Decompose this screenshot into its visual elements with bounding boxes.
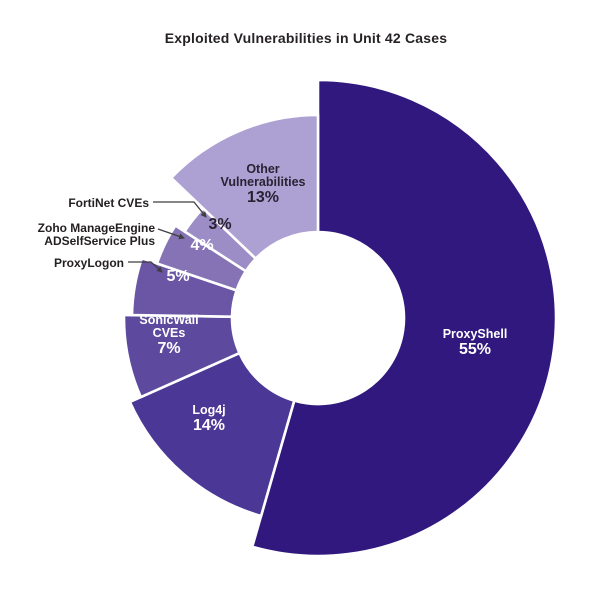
slice-proxylogon: [130, 257, 238, 318]
slice-log4j: [128, 351, 296, 518]
slice-pct-proxyshell: 55%: [459, 341, 491, 358]
slice-proxyshell: [250, 78, 558, 558]
slice-label-zoho-manageengine-adselfservice-plus: 4%: [190, 237, 213, 254]
slice-pct-other-vulnerabilities: 13%: [247, 189, 279, 206]
slice-pct-sonicwall-cves: 7%: [157, 340, 180, 357]
slice-pct-fortinet-cves: 3%: [208, 216, 231, 233]
slice-label-other-vulnerabilities: Other Vulnerabilities 13%: [221, 162, 306, 206]
leader-line-proxylogon: [128, 261, 163, 273]
slice-label-fortinet-cves: 3%: [208, 216, 231, 233]
leader-line-zoho-manageengine-adselfservice-plus: [157, 228, 185, 240]
slice-pct-log4j: 14%: [193, 417, 225, 434]
slice-label-proxyshell: ProxyShell 55%: [443, 327, 508, 358]
slice-sonicwall-cves: [122, 313, 241, 399]
chart-title: Exploited Vulnerabilities in Unit 42 Cas…: [164, 30, 448, 46]
leader-line-fortinet-cves: [153, 201, 207, 218]
slice-label-proxylogon: 5%: [166, 268, 189, 285]
slice-label-log4j: Log4j 14%: [192, 403, 225, 434]
callout-label-zoho-manageengine-adselfservice-plus: Zoho ManageEngine ADSelfService Plus: [38, 221, 156, 248]
slice-pct-zoho-manageengine-adselfservice-plus: 4%: [190, 237, 213, 254]
slice-pct-proxylogon: 5%: [166, 268, 189, 285]
slice-other-vulnerabilities: [169, 113, 320, 260]
callout-label-fortinet-cves: FortiNet CVEs: [68, 196, 149, 210]
callout-label-proxylogon: ProxyLogon: [54, 256, 124, 270]
slice-label-sonicwall-cves: SonicWall CVEs 7%: [139, 313, 198, 357]
